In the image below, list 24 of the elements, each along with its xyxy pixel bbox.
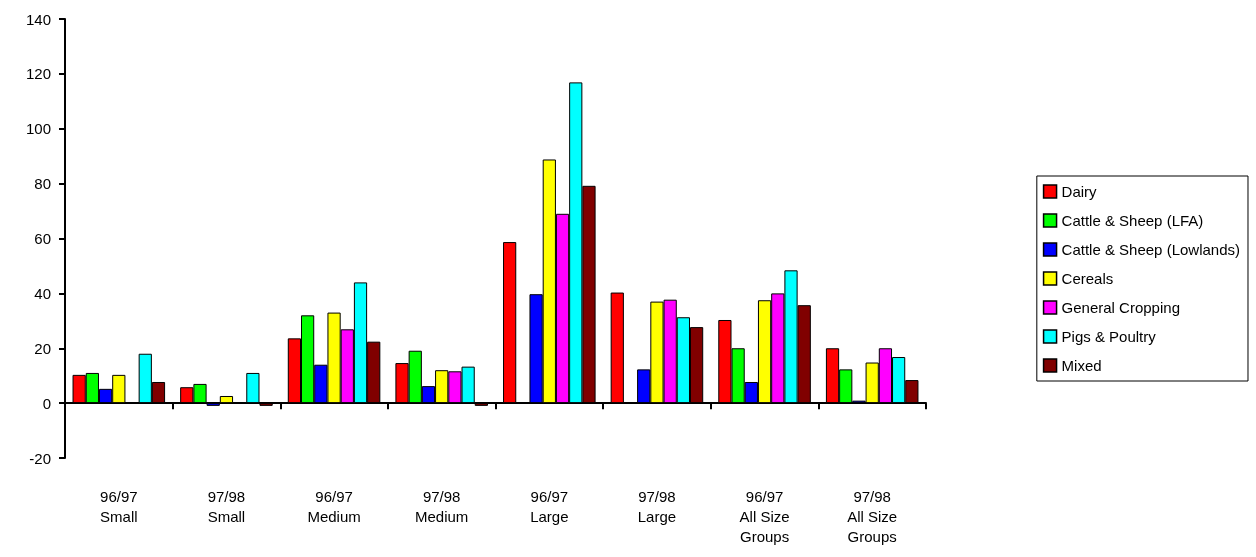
- x-tick-label: 97/98 Large: [637, 487, 677, 525]
- y-tick-label: 120: [25, 65, 51, 83]
- legend-label: Mixed: [1061, 357, 1102, 374]
- legend-label: Dairy: [1061, 183, 1098, 200]
- x-tick-label: 96/97 Small: [100, 487, 138, 525]
- legend-label: Cattle & Sheep (Lowlands): [1061, 241, 1240, 258]
- y-tick-label: 60: [34, 230, 51, 247]
- x-tick-label: 97/98 All Size Groups: [847, 487, 898, 545]
- x-tick-label: 96/97 All Size Groups: [739, 487, 790, 545]
- x-tick-label: 97/98 Small: [207, 487, 246, 525]
- x-tick-label: 97/98 Medium: [415, 487, 469, 525]
- y-tick-label: 0: [42, 394, 51, 412]
- y-tick-label: 80: [34, 175, 51, 193]
- y-tick-label: -20: [29, 449, 51, 467]
- y-tick-label: 40: [34, 284, 51, 302]
- y-tick-label: 100: [25, 120, 51, 138]
- x-tick-label: 96/97 Large: [530, 487, 569, 525]
- legend-label: General Cropping: [1061, 299, 1180, 316]
- legend-label: Pigs & Poultry: [1061, 328, 1157, 345]
- y-tick-label: 140: [25, 10, 51, 28]
- legend-label: Cereals: [1061, 270, 1114, 287]
- legend-label: Cattle & Sheep (LFA): [1061, 212, 1204, 229]
- y-tick-label: 20: [34, 339, 51, 357]
- x-tick-label: 96/97 Medium: [307, 487, 361, 525]
